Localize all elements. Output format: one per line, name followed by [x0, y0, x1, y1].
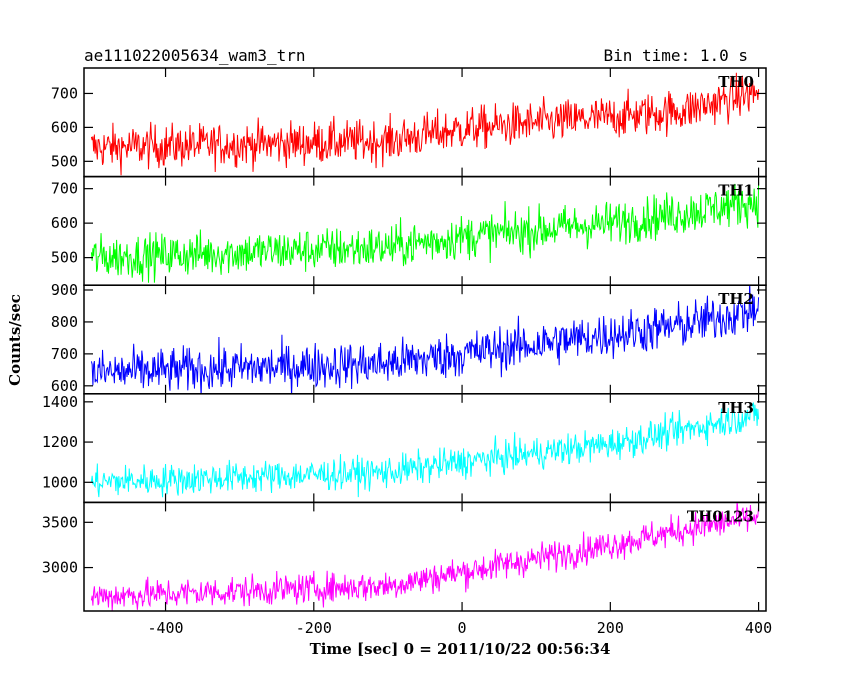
- y-tick-label-th0: 600: [51, 118, 78, 136]
- x-tick-label: 400: [745, 619, 772, 637]
- chart-title-left: ae111022005634_wam3_trn: [84, 46, 306, 65]
- y-tick-label-th0: 500: [51, 152, 78, 170]
- panel-label-th2: TH2: [718, 290, 754, 308]
- series-line-th0: [90, 72, 760, 176]
- x-tick-label: 0: [458, 619, 467, 637]
- series-line-th2: [90, 285, 760, 394]
- y-tick-label-th0123: 3500: [42, 513, 78, 531]
- y-tick-label-th1: 500: [51, 249, 78, 267]
- y-tick-label-th1: 700: [51, 180, 78, 198]
- x-tick-label: -200: [296, 619, 332, 637]
- y-tick-label-th3: 1000: [42, 473, 78, 491]
- series-line-th0123: [90, 502, 760, 611]
- y-tick-label-th0: 700: [51, 84, 78, 102]
- y-tick-label-th1: 600: [51, 214, 78, 232]
- panel-frame-th2: [83, 284, 767, 395]
- panel-frame-th1: [83, 175, 767, 286]
- y-tick-label-th2: 800: [51, 313, 78, 331]
- x-axis-label: Time [sec] 0 = 2011/10/22 00:56:34: [310, 640, 611, 658]
- panel-frame-th0123: [83, 501, 767, 612]
- y-tick-label-th0123: 3000: [42, 559, 78, 577]
- y-tick-label-th2: 600: [51, 377, 78, 395]
- panels-group: 500 600 700 TH0 500 600 700 TH1 600 700 800 900 TH2 1…: [42, 67, 772, 637]
- y-tick-label-th2: 900: [51, 281, 78, 299]
- x-tick-label: 200: [597, 619, 624, 637]
- panel-label-th0123: TH0123: [687, 507, 754, 525]
- chart-title-right: Bin time: 1.0 s: [604, 46, 749, 65]
- panel-label-th3: TH3: [718, 399, 754, 417]
- y-tick-label-th2: 700: [51, 345, 78, 363]
- y-tick-label-th3: 1200: [42, 433, 78, 451]
- y-axis-label: Counts/sec: [6, 294, 24, 386]
- series-line-th1: [90, 182, 760, 283]
- y-tick-label-th3: 1400: [42, 393, 78, 411]
- panel-label-th0: TH0: [718, 73, 754, 91]
- series-line-th3: [90, 402, 760, 498]
- x-tick-label: -400: [147, 619, 183, 637]
- panel-label-th1: TH1: [718, 182, 754, 200]
